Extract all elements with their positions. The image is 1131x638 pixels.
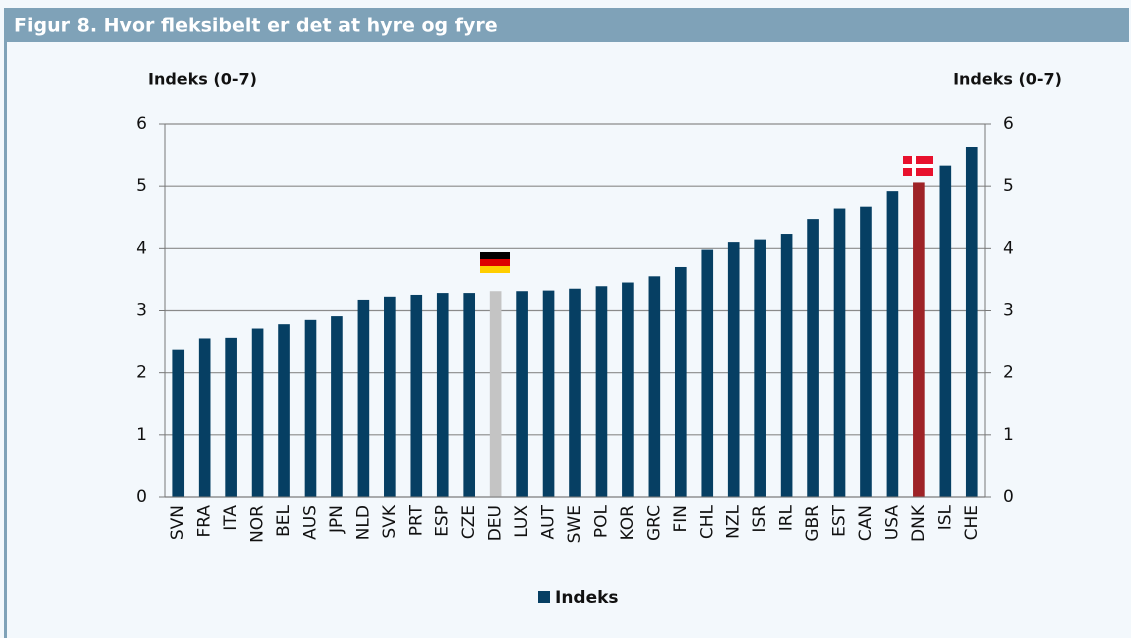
bar — [569, 288, 581, 497]
x-tick-label: FRA — [195, 505, 215, 538]
bar — [674, 266, 687, 497]
y2-axis-label: Indeks (0-7) — [953, 70, 1062, 89]
chart-title: Figur 8. Hvor fleksibelt er det at hyre … — [14, 15, 498, 37]
bar — [278, 324, 290, 497]
bar — [965, 147, 978, 498]
bar — [860, 206, 872, 497]
bar — [833, 208, 846, 497]
y2-tick-label: 5 — [1003, 176, 1014, 196]
bar — [489, 291, 502, 497]
x-tick-label: JPN — [327, 505, 347, 534]
y-tick-label: 0 — [136, 487, 147, 507]
bar — [304, 319, 317, 497]
bar — [886, 191, 899, 497]
bar — [463, 293, 476, 497]
y-tick-label: 4 — [136, 238, 147, 258]
x-tick-label: CHE — [962, 505, 982, 540]
bar — [648, 276, 661, 497]
x-tick-label: GRC — [644, 505, 664, 541]
bar — [807, 219, 819, 498]
y-axis-label: Indeks (0-7) — [148, 70, 257, 89]
y-tick-label: 1 — [136, 425, 147, 445]
x-tick-label: NLD — [353, 505, 373, 540]
bar — [225, 337, 237, 497]
x-tick-label: CHL — [697, 504, 717, 539]
bar — [172, 349, 185, 497]
legend-swatch — [538, 591, 550, 603]
header-bar — [4, 8, 1129, 42]
bar — [727, 242, 740, 497]
x-tick-label: EST — [830, 504, 850, 537]
bar — [701, 249, 714, 497]
y-tick-label: 5 — [136, 176, 147, 196]
x-tick-label: NOR — [248, 505, 268, 543]
x-tick-label: NZL — [724, 504, 744, 538]
bar — [384, 296, 396, 497]
bar — [436, 293, 449, 497]
bar — [595, 286, 608, 497]
x-tick-label: SVK — [380, 504, 400, 538]
bar — [331, 316, 343, 497]
frame-left — [4, 42, 7, 638]
x-tick-label: USA — [882, 505, 902, 541]
legend-label: Indeks — [555, 588, 619, 608]
x-tick-label: KOR — [618, 505, 638, 541]
bar — [939, 165, 952, 497]
bar — [542, 290, 555, 497]
flag-deu — [480, 252, 510, 273]
bar — [754, 239, 766, 497]
bar — [622, 282, 634, 497]
x-tick-label: POL — [591, 504, 611, 538]
x-tick-label: DNK — [909, 504, 929, 542]
flag-dnk — [903, 156, 933, 176]
bar — [780, 234, 793, 497]
x-tick-label: CZE — [459, 505, 479, 539]
bar — [913, 182, 925, 498]
x-tick-label: PRT — [406, 504, 426, 536]
y2-tick-label: 0 — [1003, 487, 1014, 507]
y2-tick-label: 3 — [1003, 301, 1014, 321]
x-tick-label: SVN — [168, 505, 188, 540]
y-tick-label: 2 — [136, 363, 147, 383]
x-tick-label: LUX — [512, 505, 532, 538]
bar — [357, 299, 370, 497]
x-tick-label: ESP — [433, 505, 453, 537]
x-tick-label: CAN — [856, 505, 876, 541]
y2-tick-label: 1 — [1003, 425, 1014, 445]
y2-tick-label: 6 — [1003, 114, 1014, 134]
x-tick-label: IRL — [777, 504, 797, 531]
bar — [410, 294, 423, 497]
x-tick-label: AUS — [300, 505, 320, 540]
y2-tick-label: 2 — [1003, 363, 1014, 383]
x-tick-label: FIN — [671, 505, 691, 533]
bar — [198, 338, 211, 497]
x-tick-label: BEL — [274, 504, 294, 536]
x-tick-label: AUT — [539, 504, 559, 539]
x-tick-label: GBR — [803, 505, 823, 542]
y-tick-label: 3 — [136, 301, 147, 321]
bar — [251, 328, 264, 497]
x-tick-label: ISL — [935, 504, 955, 530]
x-tick-label: ISR — [750, 505, 770, 533]
y-tick-label: 6 — [136, 114, 147, 134]
x-tick-label: SWE — [565, 505, 585, 543]
x-tick-label: ITA — [221, 505, 241, 531]
x-tick-label: DEU — [486, 505, 506, 541]
bar — [516, 291, 528, 497]
y2-tick-label: 4 — [1003, 238, 1014, 258]
